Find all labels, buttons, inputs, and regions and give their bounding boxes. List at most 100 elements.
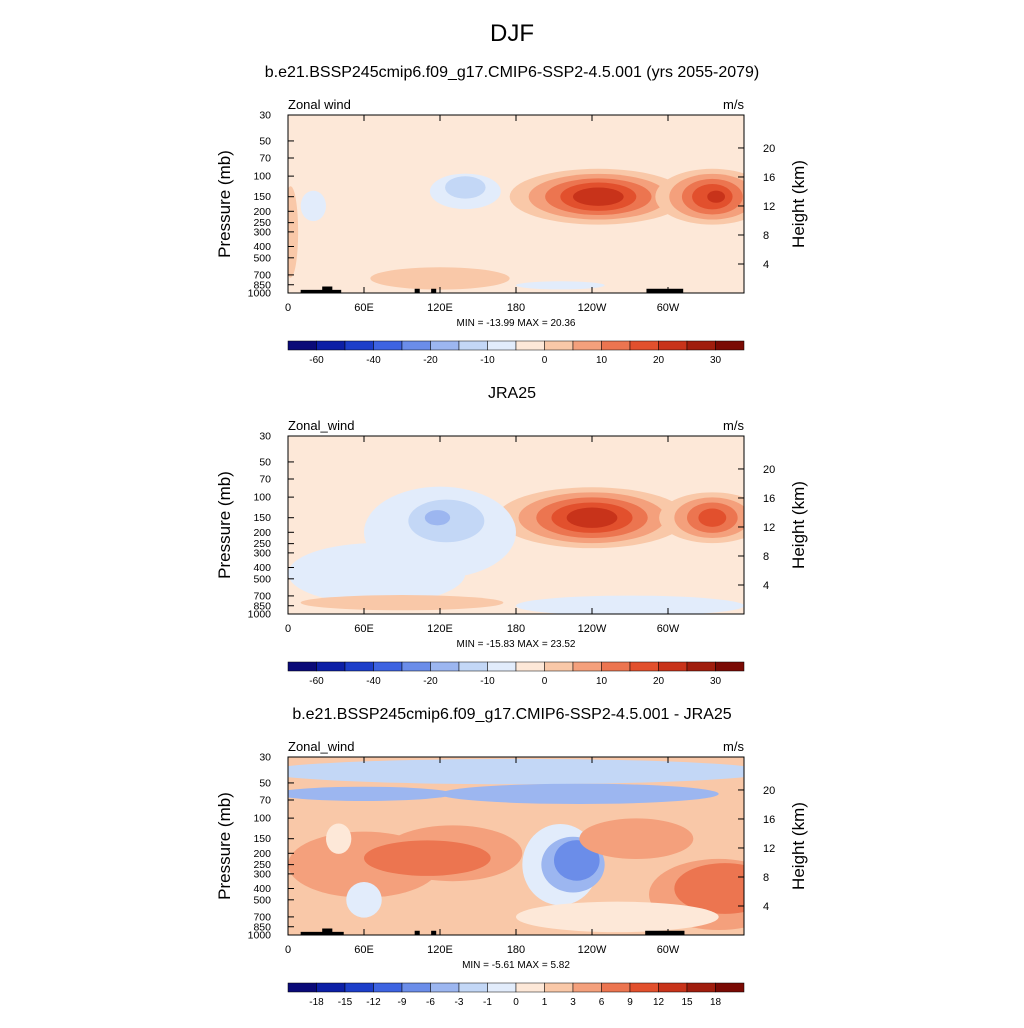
colorbar-swatch [715,661,745,672]
figure-title: DJF [490,20,534,47]
colorbar-swatch [601,661,631,672]
contour-region [364,840,491,876]
height-tick-label: 4 [763,901,769,913]
colorbar-swatch [430,661,460,672]
y-tick-label: 500 [253,573,271,585]
height-tick-label: 8 [763,551,769,563]
panel-1-chart: 0 60E 120E 180 120W 60W3050701001502002503004… [215,97,808,366]
colorbar-label: 12 [653,997,665,1008]
colorbar-label: 20 [653,676,665,687]
y-tick-label: 1000 [248,930,272,942]
contour-region [300,190,327,222]
x-tick-label: 0 [285,944,291,956]
colorbar-swatch [515,340,545,351]
colorbar-swatch [344,340,374,351]
colorbar-swatch [629,982,659,993]
y-tick-label: 500 [253,894,271,906]
colorbar-label: -10 [480,355,495,366]
colorbar-swatch [401,661,431,672]
contour-region [370,267,510,290]
colorbar-swatch [287,340,317,351]
y-tick-label: 1000 [248,288,272,300]
height-tick-label: 4 [763,580,769,592]
height-tick-label: 16 [763,493,775,505]
y-tick-label: 400 [253,883,271,895]
x-tick-label: 120E [427,623,453,635]
x-tick-label: 180 [507,944,525,956]
colorbar-label: -18 [309,997,324,1008]
variable-label: Zonal_wind [288,739,355,754]
colorbar-swatch [287,982,317,993]
colorbar-swatch [686,661,716,672]
x-tick-label: 0 [285,623,291,635]
y-tick-label: 500 [253,252,271,264]
colorbar-swatch [544,982,574,993]
colorbar-swatch [373,982,403,993]
colorbar-swatch [515,982,545,993]
y-tick-label: 200 [253,527,271,539]
terrain-block [431,930,437,935]
contour-region [698,508,727,527]
y-tick-label: 30 [259,110,271,122]
colorbar-swatch [316,661,346,672]
y-tick-label: 250 [253,538,271,550]
contour-field [288,168,744,293]
units-label: m/s [723,97,744,112]
min-max-stats: MIN = -5.61 MAX = 5.82 [462,960,570,971]
height-tick-label: 4 [763,259,769,271]
colorbar-label: 6 [599,997,605,1008]
colorbar-swatch [629,340,659,351]
terrain-block [322,286,333,293]
right-axis-title: Height (km) [789,481,808,569]
height-tick-label: 16 [763,172,775,184]
x-tick-label: 120W [578,623,607,635]
contour-region [445,176,486,199]
colorbar-label: 20 [653,355,665,366]
height-tick-label: 20 [763,464,775,476]
panel-3-chart: 0 60E 120E 180 120W 60W3050701001502002503004… [215,739,808,1008]
units-label: m/s [723,739,744,754]
colorbar-label: -20 [423,355,438,366]
y-axis-title: Pressure (mb) [215,150,234,258]
x-tick-label: 60E [354,623,374,635]
height-tick-label: 16 [763,814,775,826]
colorbar-label: -3 [455,997,464,1008]
y-tick-label: 100 [253,171,271,183]
right-axis-title: Height (km) [789,802,808,890]
y-tick-label: 700 [253,911,271,923]
y-tick-label: 1000 [248,609,272,621]
contour-region [326,823,352,854]
right-axis-title: Height (km) [789,160,808,248]
colorbar-swatch [487,340,517,351]
colorbar-label: 0 [542,676,548,687]
contour-region [707,190,726,203]
min-max-stats: MIN = -13.99 MAX = 20.36 [457,318,576,329]
colorbar-swatch [686,982,716,993]
y-tick-label: 50 [259,135,271,147]
variable-label: Zonal wind [288,97,351,112]
panel-1-title: b.e21.BSSP245cmip6.f09_g17.CMIP6-SSP2-4.… [264,64,760,81]
colorbar-swatch [715,340,745,351]
panel-3-title: b.e21.BSSP245cmip6.f09_g17.CMIP6-SSP2-4.… [292,706,732,723]
colorbar-swatch [458,340,488,351]
terrain-block [414,930,420,935]
terrain-block [431,288,437,293]
y-tick-label: 50 [259,456,271,468]
height-tick-label: 20 [763,143,775,155]
x-tick-label: 180 [507,302,525,314]
contour-field [288,758,744,935]
colorbar-label: 0 [513,997,519,1008]
contour-region [573,187,624,206]
y-axis-title: Pressure (mb) [215,792,234,900]
x-tick-label: 60E [354,944,374,956]
terrain-block [300,289,342,293]
y-tick-label: 100 [253,492,271,504]
height-tick-label: 12 [763,843,775,855]
y-tick-label: 150 [253,512,271,524]
contour-region [288,543,466,604]
colorbar-swatch [544,661,574,672]
contour-field [288,486,744,614]
colorbar-swatch [715,982,745,993]
y-tick-label: 400 [253,241,271,253]
